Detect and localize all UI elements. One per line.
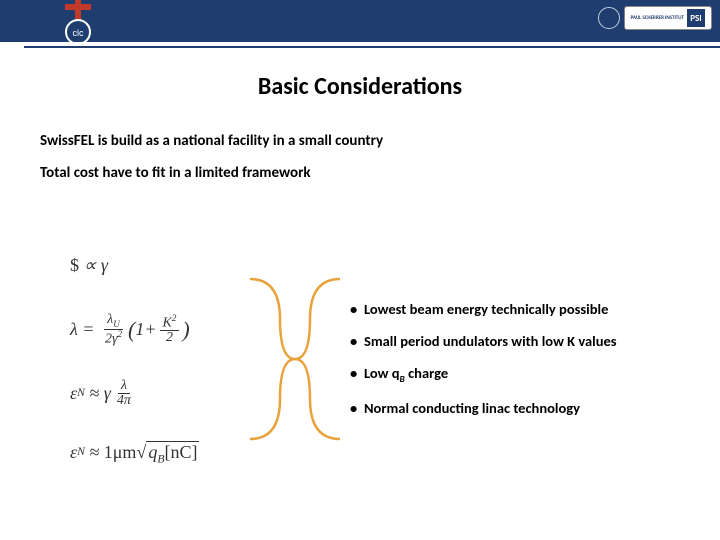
bullet-1: Lowest beam energy technically possible (350, 300, 690, 318)
psi-logo: PAUL SCHERRER INSTITUT PSI (624, 6, 712, 30)
equation-3: εN ≈ γ λ 4π (70, 370, 240, 417)
globe-icon (598, 7, 620, 29)
right-logo-group: PAUL SCHERRER INSTITUT PSI (598, 6, 712, 30)
clic-logo: clc (58, 0, 98, 46)
bullet-3: Low qB charge (350, 364, 690, 385)
equation-2: λ = λU 2γ2 (1+ K2 2 ) (70, 301, 240, 358)
equation-block: $ ∝ γ λ = λU 2γ2 (1+ K2 2 ) εN ≈ γ λ 4π (40, 230, 240, 488)
bullet-list: Lowest beam energy technically possible … (350, 286, 690, 431)
intro-line-1: SwissFEL is build as a national facility… (40, 132, 680, 150)
svg-text:clc: clc (73, 28, 84, 38)
intro-line-2: Total cost have to fit in a limited fram… (40, 164, 680, 182)
main-content: $ ∝ γ λ = λU 2γ2 (1+ K2 2 ) εN ≈ γ λ 4π (40, 230, 690, 488)
header-bar: clc PAUL SCHERRER INSTITUT PSI (0, 0, 720, 42)
intro-text: SwissFEL is build as a national facility… (40, 132, 680, 196)
equation-4: εN ≈ 1μm √qB[nC] (70, 429, 240, 476)
equation-1: $ ∝ γ (70, 242, 240, 289)
bullet-2: Small period undulators with low K value… (350, 332, 690, 350)
header-underline (24, 46, 720, 48)
brace-connector (240, 259, 350, 459)
bullet-4: Normal conducting linac technology (350, 399, 690, 417)
page-title: Basic Considerations (0, 72, 720, 101)
